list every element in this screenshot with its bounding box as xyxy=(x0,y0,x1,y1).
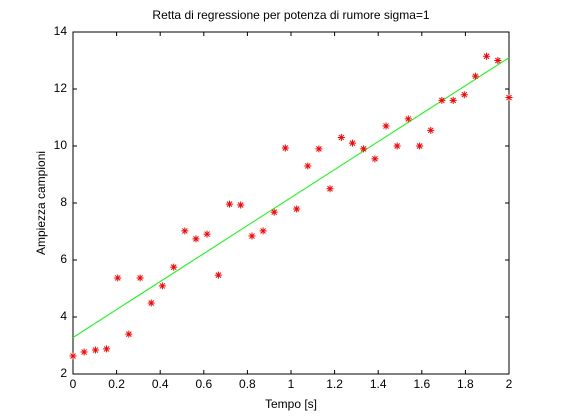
x-axis-label: Tempo [s] xyxy=(265,397,317,411)
y-tick-label: 10 xyxy=(54,138,68,152)
asterisk-marker xyxy=(170,263,178,271)
asterisk-marker xyxy=(80,348,88,356)
asterisk-marker xyxy=(460,91,468,99)
x-tick-label: 1 xyxy=(288,377,295,391)
asterisk-marker xyxy=(147,299,155,307)
asterisk-marker xyxy=(449,96,457,104)
asterisk-marker xyxy=(203,230,211,238)
asterisk-marker xyxy=(237,201,245,209)
asterisk-marker xyxy=(281,144,289,152)
asterisk-marker xyxy=(360,145,368,153)
asterisk-marker xyxy=(326,185,334,193)
x-tick-label: 0.6 xyxy=(195,377,212,391)
asterisk-marker xyxy=(114,274,122,282)
asterisk-marker xyxy=(248,232,256,240)
x-tick-label: 1.6 xyxy=(413,377,430,391)
y-tick-label: 2 xyxy=(60,366,67,380)
asterisk-marker xyxy=(471,72,479,80)
y-tick-label: 8 xyxy=(60,195,67,209)
x-tick-label: 0 xyxy=(70,377,77,391)
x-tick-label: 2 xyxy=(506,377,513,391)
x-tick-label: 1.2 xyxy=(326,377,343,391)
y-axis-label: Ampiezza campioni xyxy=(34,151,48,255)
asterisk-marker xyxy=(91,346,99,354)
asterisk-marker xyxy=(181,227,189,235)
asterisk-marker xyxy=(416,142,424,150)
asterisk-marker xyxy=(427,126,435,134)
asterisk-marker xyxy=(226,200,234,208)
chart-title: Retta di regressione per potenza di rumo… xyxy=(152,8,429,22)
x-tick-label: 0.8 xyxy=(239,377,256,391)
asterisk-marker xyxy=(371,155,379,163)
y-tick-label: 14 xyxy=(54,24,68,38)
asterisk-marker xyxy=(505,94,513,102)
x-tick-label: 1.8 xyxy=(457,377,474,391)
asterisk-marker xyxy=(382,122,390,130)
asterisk-marker xyxy=(192,235,200,243)
asterisk-marker xyxy=(293,205,301,213)
asterisk-marker xyxy=(393,142,401,150)
y-tick-label: 6 xyxy=(60,252,67,266)
x-tick-label: 0.2 xyxy=(108,377,125,391)
y-tick-label: 4 xyxy=(60,309,67,323)
asterisk-marker xyxy=(259,227,267,235)
asterisk-marker xyxy=(69,352,77,360)
asterisk-marker xyxy=(404,115,412,123)
asterisk-marker xyxy=(136,274,144,282)
asterisk-marker xyxy=(270,208,278,216)
y-tick-label: 12 xyxy=(54,81,68,95)
asterisk-marker xyxy=(348,139,356,147)
x-tick-label: 0.4 xyxy=(152,377,169,391)
asterisk-marker xyxy=(103,345,111,353)
asterisk-marker xyxy=(438,96,446,104)
asterisk-marker xyxy=(214,271,222,279)
regression-line xyxy=(72,57,510,338)
asterisk-marker xyxy=(304,162,312,170)
asterisk-marker xyxy=(483,52,491,60)
asterisk-marker xyxy=(315,145,323,153)
asterisk-marker xyxy=(494,57,502,64)
asterisk-marker xyxy=(337,133,345,141)
x-tick-label: 1.4 xyxy=(370,377,387,391)
asterisk-marker xyxy=(158,282,166,290)
asterisk-marker xyxy=(125,330,133,338)
